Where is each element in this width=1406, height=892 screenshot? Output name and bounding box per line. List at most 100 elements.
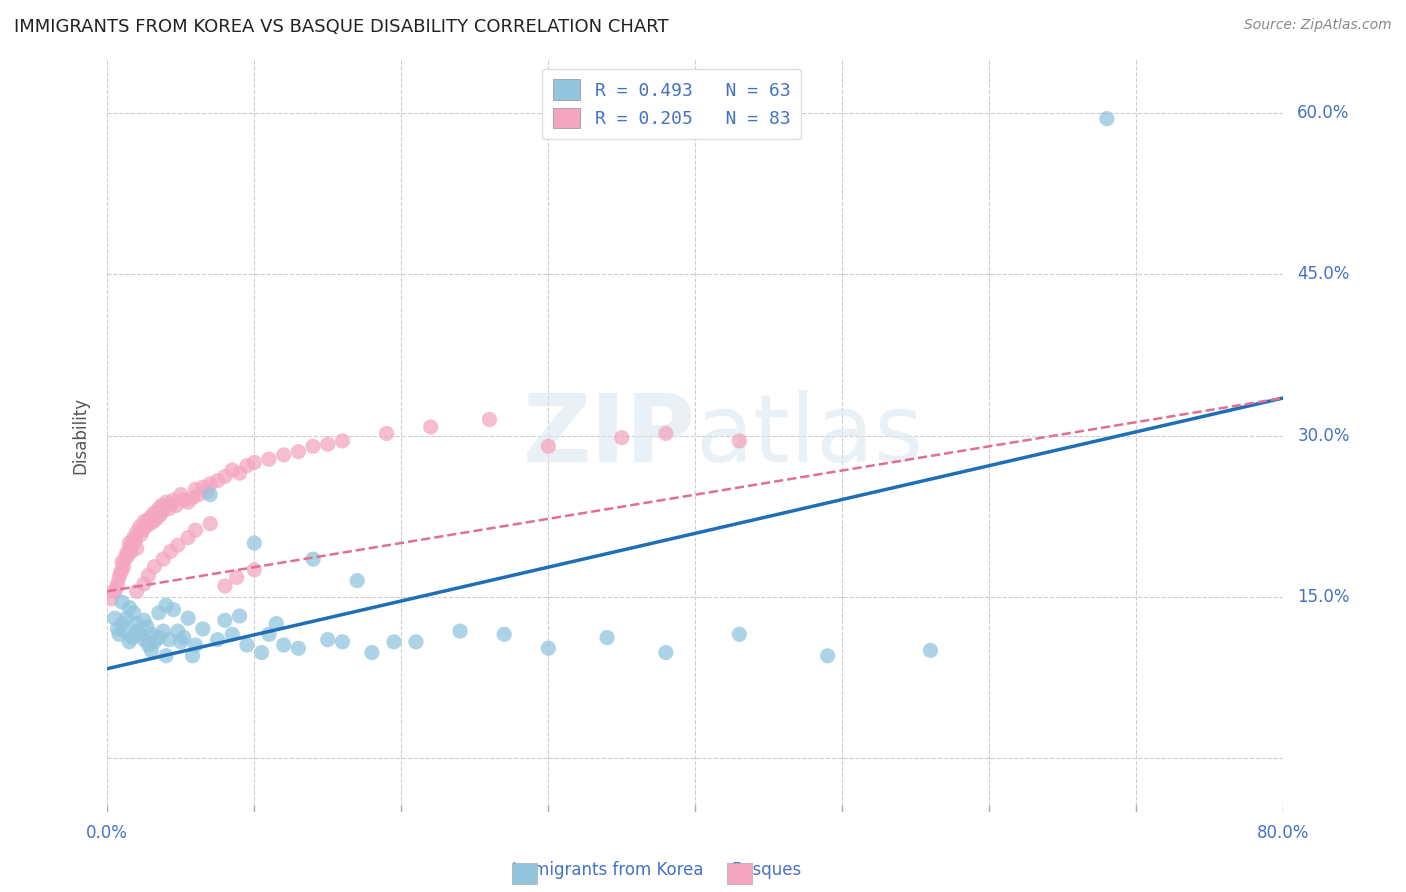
Point: [155, 495, 177, 509]
Point: [184, 638, 207, 652]
Point: [111, 616, 134, 631]
Point: [728, 434, 751, 448]
Text: ZIP: ZIP: [523, 390, 696, 482]
Point: [121, 538, 143, 552]
Point: [132, 576, 155, 591]
Point: [273, 638, 295, 652]
Point: [243, 536, 266, 550]
Point: [141, 627, 163, 641]
Point: [228, 466, 250, 480]
Point: [236, 638, 259, 652]
Point: [100, 591, 122, 606]
Point: [146, 509, 169, 524]
Point: [221, 627, 243, 641]
Point: [118, 541, 141, 556]
Point: [148, 501, 170, 516]
Point: [596, 631, 619, 645]
Point: [125, 584, 148, 599]
Point: [104, 584, 127, 599]
Text: 30.0%: 30.0%: [1298, 426, 1350, 444]
Point: [114, 552, 136, 566]
Text: Immigrants from Korea: Immigrants from Korea: [512, 861, 703, 879]
Point: [214, 579, 236, 593]
Point: [817, 648, 839, 663]
Point: [138, 512, 160, 526]
Point: [150, 499, 173, 513]
Point: [187, 488, 209, 502]
Point: [214, 613, 236, 627]
Point: [125, 541, 148, 556]
Point: [225, 570, 247, 584]
Y-axis label: Disability: Disability: [72, 397, 89, 475]
Point: [114, 624, 136, 638]
Point: [107, 576, 129, 591]
Point: [117, 549, 139, 563]
Point: [125, 624, 148, 638]
Point: [243, 455, 266, 469]
Point: [655, 426, 678, 441]
Point: [139, 516, 162, 531]
Point: [132, 515, 155, 529]
Point: [250, 646, 273, 660]
Point: [111, 563, 134, 577]
Point: [115, 611, 138, 625]
Point: [170, 635, 193, 649]
Point: [142, 515, 165, 529]
Point: [266, 616, 288, 631]
Point: [136, 516, 159, 531]
Point: [478, 412, 501, 426]
Text: Basques: Basques: [731, 861, 801, 879]
Point: [170, 488, 193, 502]
Point: [138, 638, 160, 652]
Point: [128, 520, 150, 534]
Point: [302, 439, 325, 453]
Point: [236, 458, 259, 473]
Point: [155, 648, 177, 663]
Point: [152, 624, 174, 638]
Point: [449, 624, 471, 638]
Point: [141, 643, 163, 657]
Point: [207, 474, 229, 488]
Point: [159, 497, 181, 511]
Point: [122, 531, 145, 545]
Point: [111, 555, 134, 569]
Point: [108, 570, 131, 584]
Point: [177, 531, 200, 545]
Point: [125, 525, 148, 540]
Point: [610, 431, 633, 445]
Point: [382, 635, 405, 649]
Point: [214, 469, 236, 483]
Point: [108, 627, 131, 641]
Point: [143, 635, 166, 649]
Point: [162, 493, 184, 508]
Point: [173, 493, 195, 508]
Point: [128, 627, 150, 641]
Point: [120, 544, 142, 558]
Point: [346, 574, 368, 588]
Point: [115, 547, 138, 561]
Point: [360, 646, 382, 660]
Point: [152, 552, 174, 566]
Point: [1095, 112, 1118, 126]
Point: [405, 635, 427, 649]
Point: [105, 581, 128, 595]
Point: [104, 611, 127, 625]
Text: 60.0%: 60.0%: [1298, 104, 1350, 122]
Point: [132, 613, 155, 627]
Point: [129, 527, 152, 541]
Point: [112, 559, 135, 574]
Point: [152, 504, 174, 518]
Text: Source: ZipAtlas.com: Source: ZipAtlas.com: [1244, 18, 1392, 32]
Point: [257, 452, 280, 467]
Point: [419, 420, 441, 434]
Point: [494, 627, 516, 641]
Legend: R = 0.493   N = 63, R = 0.205   N = 83: R = 0.493 N = 63, R = 0.205 N = 83: [543, 69, 801, 139]
Point: [316, 437, 339, 451]
Point: [111, 595, 134, 609]
Point: [162, 602, 184, 616]
Point: [118, 600, 141, 615]
Point: [537, 641, 560, 656]
Point: [145, 512, 167, 526]
Point: [184, 483, 207, 497]
Text: 15.0%: 15.0%: [1298, 588, 1350, 606]
